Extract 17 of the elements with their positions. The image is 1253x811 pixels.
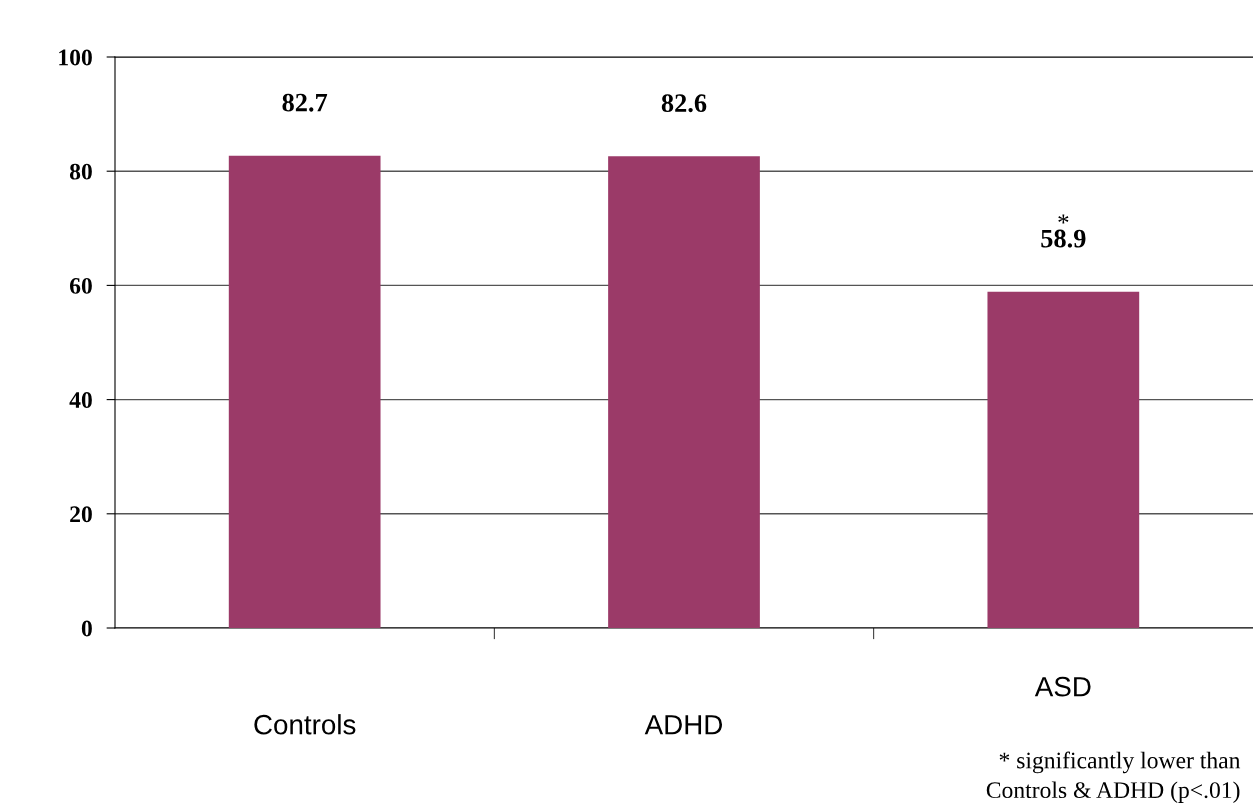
y-tick-label: 0 bbox=[81, 620, 92, 637]
y-tick-label: 60 bbox=[69, 277, 92, 294]
x-tick-label: ASD bbox=[1034, 676, 1091, 697]
data-label: 58.9 bbox=[1041, 229, 1086, 248]
x-tick-label: ADHD bbox=[644, 715, 723, 735]
y-tick-label: 100 bbox=[59, 49, 92, 66]
bar bbox=[228, 155, 381, 628]
y-tick-label: 40 bbox=[69, 392, 92, 409]
bar bbox=[608, 156, 760, 628]
y-tick-label: 20 bbox=[70, 506, 92, 523]
text: * significantly lower than Controls & ADHD (p<.01) bbox=[986, 751, 1241, 803]
bar bbox=[987, 291, 1140, 628]
y-tick-label: 80 bbox=[69, 163, 92, 180]
x-tick-label: Controls bbox=[254, 714, 356, 735]
data-label: 82.6 bbox=[661, 94, 707, 113]
data-label: 82.7 bbox=[282, 93, 328, 112]
annotation: * bbox=[1058, 214, 1069, 224]
